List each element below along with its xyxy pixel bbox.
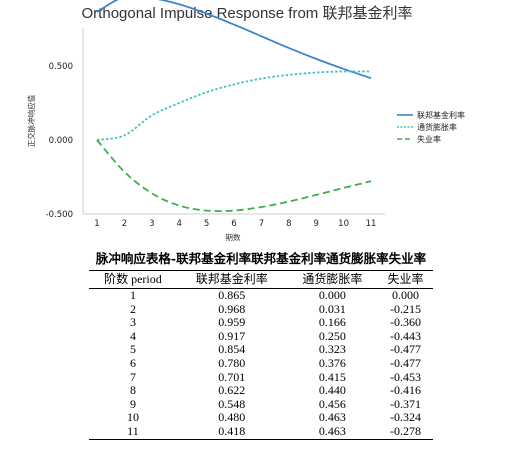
- fed-funds-rate-cell: 0.418: [176, 424, 287, 440]
- fed-funds-rate-cell: 0.780: [218, 355, 246, 370]
- fed-funds-rate-cell: 0.480: [218, 410, 246, 425]
- fed-funds-rate-cell: 0.917: [218, 328, 246, 343]
- x-tick-label: 2: [122, 219, 127, 229]
- x-axis-title: 期数: [226, 232, 241, 242]
- inflation-rate-cell: 0.415: [318, 369, 346, 384]
- y-axis-title: 正交脉冲响应值: [26, 94, 36, 147]
- x-tick-label: 3: [149, 219, 154, 229]
- unemployment-rate-cell: -0.360: [390, 315, 422, 330]
- inflation-rate-cell: 0.250: [318, 328, 346, 343]
- unemployment-rate-cell: -0.278: [378, 424, 433, 440]
- unemployment-rate-cell: -0.371: [390, 396, 422, 411]
- unemployment-rate-cell: 0.000: [392, 288, 420, 302]
- legend-label-inflation-rate: 通货膨胀率: [417, 122, 457, 132]
- period-cell: 3: [129, 315, 136, 330]
- table-row: 1 0.865 0.000 0.000: [89, 288, 433, 303]
- header-inflation-rate: 通货膨胀率: [286, 270, 379, 289]
- table-row: 4 0.917 0.250 -0.443: [89, 328, 433, 344]
- period-cell: 6: [129, 355, 136, 370]
- inflation-rate-cell: 0.463: [318, 410, 346, 425]
- legend-label-fed-funds-rate: 联邦基金利率: [417, 110, 465, 120]
- x-tick-label: 8: [286, 219, 291, 229]
- unemployment-rate-cell: -0.443: [390, 328, 422, 343]
- period-cell: 9: [129, 396, 136, 411]
- legend-label-unemployment-rate: 失业率: [417, 134, 441, 144]
- period-cell: 8: [129, 383, 136, 398]
- period-cell: 4: [129, 328, 136, 343]
- table-header-row: 阶数 period 联邦基金利率 通货膨胀率 失业率: [89, 270, 433, 289]
- fed-funds-rate-cell: 0.701: [218, 369, 246, 384]
- impulse-response-table: 阶数 period 联邦基金利率 通货膨胀率 失业率 1 0.865 0.000 0.…: [89, 270, 433, 440]
- series-line-unemployment-rate: [96, 139, 372, 213]
- x-tick-label: 10: [338, 219, 349, 229]
- fed-funds-rate-cell: 0.959: [218, 315, 246, 330]
- table-row: 5 0.854 0.323 -0.477: [89, 343, 433, 357]
- fed-funds-rate-cell: 0.865: [218, 288, 246, 302]
- table-row: 6 0.780 0.376 -0.477: [89, 355, 433, 371]
- header-fed-funds-rate: 联邦基金利率: [176, 270, 287, 289]
- unemployment-rate-cell: -0.477: [390, 342, 422, 357]
- table-title: 脉冲响应表格-联邦基金利率联邦基金利率通货膨胀率失业率: [95, 251, 427, 266]
- period-cell: 10: [126, 410, 139, 425]
- x-tick-label: 6: [231, 219, 236, 229]
- unemployment-rate-cell: -0.416: [390, 383, 422, 398]
- inflation-rate-cell: 0.463: [286, 424, 379, 440]
- period-cell: 7: [129, 369, 136, 384]
- x-axis-ticks: 1 2 3 4 5 6 7 8 9 10 11: [94, 219, 376, 229]
- x-tick-label: 5: [204, 219, 209, 229]
- x-tick-label: 4: [176, 219, 181, 229]
- period-cell: 2: [129, 301, 136, 316]
- header-unemployment-rate: 失业率: [378, 270, 433, 289]
- series-lines: [96, 0, 372, 213]
- impulse-response-chart: Orthogonal Impulse Response from 联邦基金利率 …: [26, 0, 465, 242]
- table-row: 9 0.548 0.456 -0.371: [89, 396, 433, 412]
- legend: 联邦基金利率通货膨胀率失业率: [397, 110, 465, 144]
- header-period: 阶数 period: [89, 270, 177, 289]
- inflation-rate-cell: 0.031: [318, 301, 346, 316]
- table-row: 11 0.418 0.463 -0.278: [89, 424, 433, 440]
- inflation-rate-cell: 0.440: [318, 383, 346, 398]
- y-tick-label: 0.000: [49, 136, 73, 146]
- inflation-rate-cell: 0.166: [318, 315, 346, 330]
- series-line-fed-funds-rate: [96, 0, 372, 79]
- impulse-response-table-section: 脉冲响应表格-联邦基金利率联邦基金利率通货膨胀率失业率 阶数 period 联邦…: [62, 251, 460, 440]
- inflation-rate-cell: 0.000: [318, 288, 346, 302]
- inflation-rate-cell: 0.323: [318, 342, 346, 357]
- fed-funds-rate-cell: 0.968: [218, 301, 246, 316]
- unemployment-rate-cell: -0.477: [390, 355, 422, 370]
- y-tick-label: 0.500: [49, 62, 73, 72]
- x-tick-label: 7: [259, 219, 264, 229]
- unemployment-rate-cell: -0.215: [390, 301, 422, 316]
- period-cell: 11: [89, 424, 177, 440]
- inflation-rate-cell: 0.376: [318, 355, 346, 370]
- fed-funds-rate-cell: 0.622: [218, 383, 246, 398]
- fed-funds-rate-cell: 0.854: [218, 342, 246, 357]
- fed-funds-rate-cell: 0.548: [218, 396, 246, 411]
- unemployment-rate-cell: -0.453: [390, 369, 422, 384]
- table-row: 8 0.622 0.440 -0.416: [89, 384, 433, 398]
- x-tick-label: 11: [366, 219, 377, 229]
- series-line-inflation-rate: [96, 70, 372, 141]
- period-cell: 5: [129, 342, 136, 357]
- table-row: 3 0.959 0.166 -0.360: [89, 316, 433, 330]
- table-body: 1 0.865 0.000 0.000 2 0.968 0.031 -0.215 3 0.959 0…: [89, 288, 433, 440]
- x-tick-label: 9: [313, 219, 318, 229]
- x-tick-label: 1: [94, 219, 99, 229]
- chart-title: Orthogonal Impulse Response from 联邦基金利率: [82, 5, 413, 22]
- table-row: 7 0.701 0.415 -0.453: [89, 369, 433, 385]
- period-cell: 1: [129, 288, 136, 302]
- y-tick-label: -0.500: [46, 210, 73, 220]
- table-row: 10 0.480 0.463 -0.324: [89, 411, 433, 425]
- unemployment-rate-cell: -0.324: [390, 410, 422, 425]
- table-row: 2 0.968 0.031 -0.215: [89, 301, 433, 317]
- inflation-rate-cell: 0.456: [318, 396, 346, 411]
